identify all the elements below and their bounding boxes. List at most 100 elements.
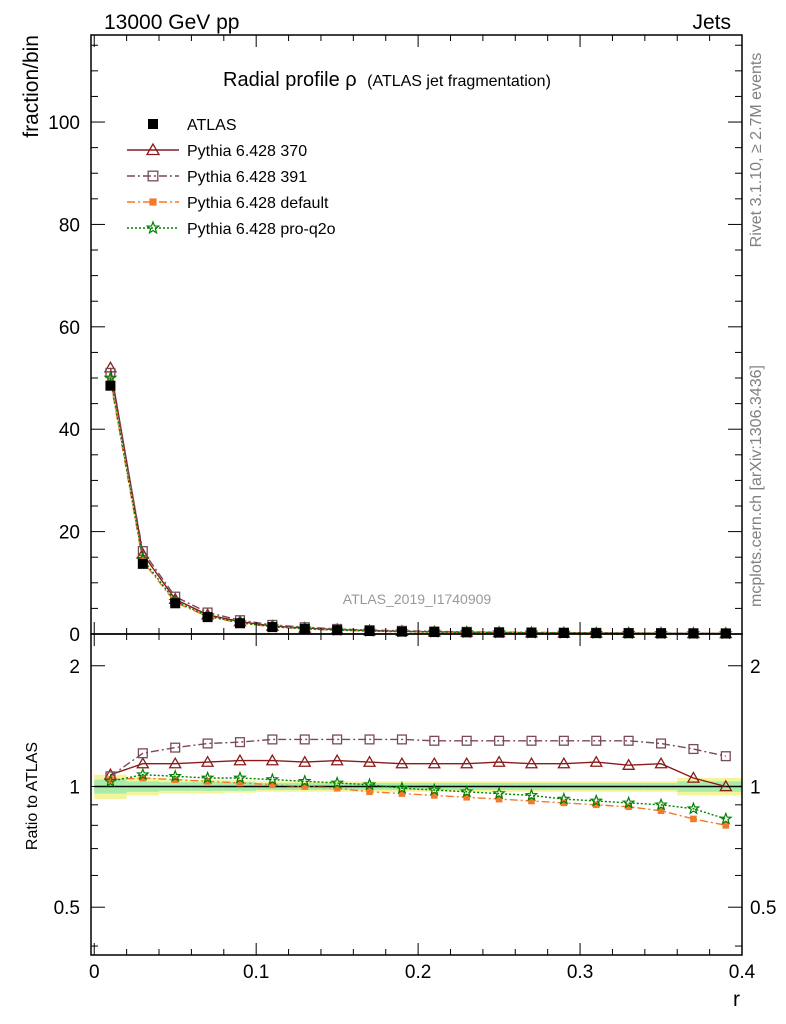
ratio-point — [591, 735, 602, 746]
ratio-point — [427, 782, 442, 796]
ratio-point — [202, 738, 213, 749]
ratio-point — [657, 807, 665, 815]
ratio-point — [267, 734, 278, 745]
ratio-point — [204, 778, 211, 785]
x-tick-label: 0.2 — [405, 962, 431, 983]
ratio-series-line — [110, 773, 727, 820]
x-tick-label: 0.1 — [243, 962, 269, 983]
legend: ATLAS Pythia 6.428 370 Pythia 6.428 391 Pyt… — [127, 117, 336, 238]
ratio-point — [623, 735, 634, 746]
ratio-point — [621, 795, 636, 809]
ratio-point — [364, 734, 375, 745]
rivet-label: Rivet 3.1.10, ≥ 2.7M events — [748, 53, 765, 248]
ratio-point — [622, 758, 636, 770]
ratio-point — [103, 774, 118, 788]
ratio-point — [655, 738, 667, 749]
ratio-point — [396, 734, 407, 745]
ratio-point — [461, 735, 472, 746]
ratio-point — [170, 742, 181, 753]
data-point — [137, 558, 148, 569]
ratio-point — [688, 743, 699, 755]
y-tick-label: 40 — [59, 420, 80, 441]
ratio-point — [333, 784, 341, 792]
data-point — [299, 623, 310, 634]
ratio-point — [557, 756, 571, 769]
y-tick-label: 80 — [59, 215, 80, 236]
ratio-tick-label: 2 — [69, 657, 80, 678]
data-point — [429, 627, 440, 638]
ratio-point — [200, 770, 215, 784]
data-point — [332, 625, 343, 636]
ratio-tick-label-right: 1 — [750, 777, 761, 798]
ratio-point — [395, 781, 409, 795]
ratio-point — [135, 767, 150, 781]
ratio-point — [592, 801, 600, 809]
ratio-tick-label: 1 — [69, 777, 80, 798]
chart-title: Radial profile ρ (ATLAS jet fragmentatio… — [223, 69, 551, 91]
ratio-point — [233, 770, 247, 784]
x-tick-label: 0.4 — [729, 962, 756, 983]
legend-label: Pythia 6.428 pro-q2o — [187, 221, 336, 238]
ratio-point — [495, 795, 503, 803]
ratio-tick-label-right: 0.5 — [750, 898, 776, 919]
ratio-point — [168, 756, 182, 769]
ratio-point — [556, 791, 571, 805]
ratio-series-line — [110, 777, 726, 826]
ratio-series-line — [110, 759, 726, 788]
legend-marker — [148, 119, 158, 129]
main-panel: 0 20 40 60 80 100 — [48, 34, 743, 646]
ratio-point — [589, 755, 603, 767]
ratio-point — [718, 811, 733, 825]
ratio-point — [460, 756, 474, 769]
data-point — [494, 627, 505, 638]
analysis-watermark: ATLAS_2019_I1740909 — [343, 591, 492, 607]
ratio-point — [139, 774, 147, 782]
ratio-point — [427, 756, 441, 769]
legend-marker — [149, 198, 157, 206]
y-tick-label: 100 — [48, 113, 80, 134]
legend-label: Pythia 6.428 default — [187, 195, 329, 212]
ratio-point — [301, 783, 309, 790]
legend-marker — [147, 170, 159, 182]
ratio-point — [362, 777, 377, 791]
legend-marker — [145, 220, 161, 235]
ratio-point — [136, 756, 150, 769]
data-point — [396, 626, 407, 637]
data-point — [170, 598, 181, 609]
ratio-point — [720, 751, 731, 762]
ratio-point — [107, 776, 114, 783]
ratio-point — [589, 793, 604, 807]
ratio-point — [492, 786, 506, 800]
ratio-point — [625, 803, 632, 811]
ratio-point — [269, 781, 276, 789]
ratio-point — [719, 779, 733, 792]
mcplots-label: mcplots.cern.ch [arXiv:1306.3436] — [748, 365, 765, 607]
ratio-point — [526, 735, 537, 746]
header-category: Jets — [692, 11, 731, 34]
ratio-point — [459, 784, 474, 798]
legend-label: Pythia 6.428 370 — [187, 143, 307, 160]
data-point — [558, 627, 569, 638]
x-axis-label: r — [733, 988, 740, 1011]
ratio-point — [265, 753, 279, 766]
y-tick-label: 60 — [59, 318, 80, 339]
data-point — [234, 618, 245, 629]
x-tick-label: 0.3 — [567, 962, 593, 983]
ratio-point — [233, 753, 247, 766]
ratio-frame — [90, 633, 743, 956]
data-point — [202, 612, 213, 623]
legend-label: ATLAS — [187, 117, 237, 134]
ratio-point — [298, 755, 312, 767]
ratio-tick-label: 0.5 — [54, 898, 80, 919]
ratio-point — [395, 756, 409, 769]
chart-title-main: Radial profile ρ — [223, 69, 357, 91]
chart-title-sub: (ATLAS jet fragmentation) — [367, 73, 551, 90]
legend-label: Pythia 6.428 391 — [187, 169, 307, 186]
ratio-point — [558, 735, 569, 746]
header-energy: 13000 GeV pp — [104, 11, 239, 34]
ratio-point — [332, 734, 343, 745]
ratio-axis-label: Ratio to ATLAS — [24, 742, 41, 850]
ratio-point — [168, 769, 183, 783]
ratio-tick-label-right: 2 — [750, 657, 761, 678]
